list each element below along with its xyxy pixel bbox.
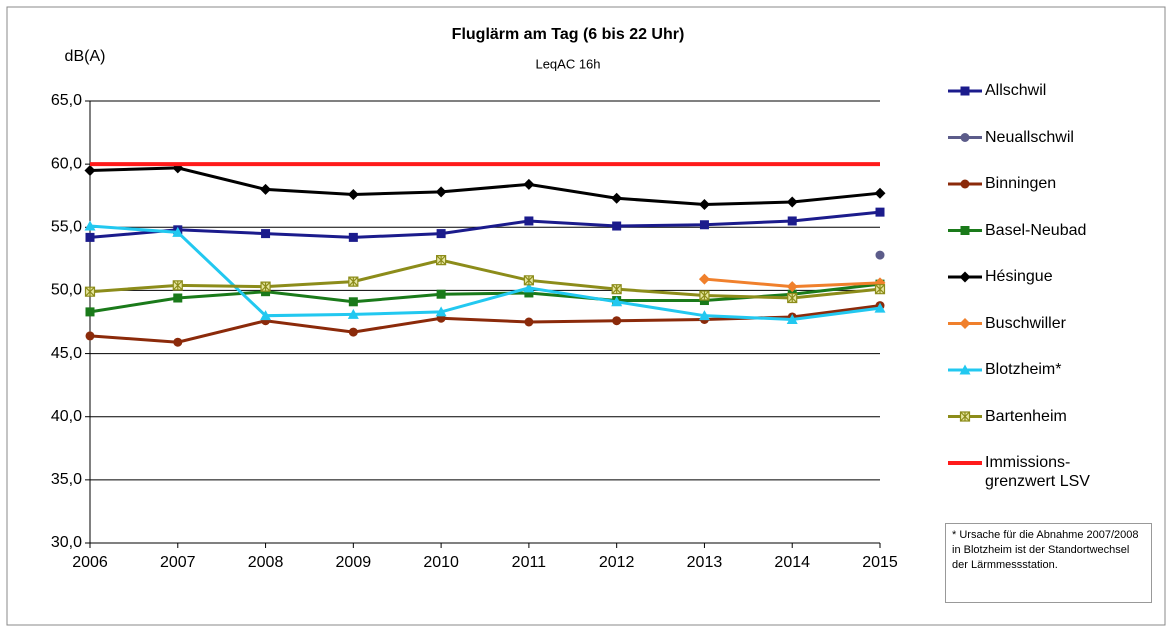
data-point: [874, 302, 886, 313]
data-point: [260, 310, 272, 321]
x-tick-label: 2010: [423, 554, 459, 571]
data-point: [84, 286, 96, 297]
data-point: [611, 284, 622, 295]
x-tick-label: 2013: [687, 554, 723, 571]
legend-label: Blotzheim*: [985, 361, 1062, 378]
data-point: [523, 275, 534, 286]
data-point: [173, 337, 183, 347]
y-tick-label: 60,0: [51, 155, 82, 172]
data-point: [348, 297, 358, 307]
data-point: [172, 280, 183, 291]
x-tick-label: 2012: [599, 554, 635, 571]
annotation: * Ursache für die Abnahme 2007/2008 in B…: [945, 523, 1152, 603]
x-tick-label: 2011: [512, 554, 547, 571]
legend-marker: [960, 86, 970, 96]
legend-label: Binningen: [985, 175, 1057, 192]
chart-subtitle: LeqAC 16h: [535, 56, 600, 71]
data-point: [260, 281, 271, 292]
data-point: [436, 289, 446, 299]
legend-marker: [960, 226, 970, 235]
series-line: [89, 166, 881, 207]
y-tick-label: 40,0: [51, 408, 82, 425]
legend-label: Hésingue: [985, 268, 1053, 285]
legend-marker: [960, 179, 970, 189]
series-line: [89, 304, 881, 344]
data-point: [348, 327, 358, 337]
data-point: [612, 316, 622, 326]
data-point: [84, 220, 96, 231]
data-point: [612, 221, 622, 231]
legend-marker: [959, 364, 971, 375]
data-point: [611, 192, 623, 204]
y-tick-label: 55,0: [51, 219, 82, 236]
x-tick-label: 2009: [336, 554, 372, 571]
data-point: [348, 276, 359, 287]
data-point: [698, 310, 710, 321]
y-tick-label: 30,0: [51, 534, 82, 551]
data-point: [524, 288, 534, 298]
legend-marker: [959, 318, 971, 329]
data-point: [699, 220, 709, 230]
data-point: [347, 188, 359, 200]
data-point: [435, 306, 447, 317]
data-point: [523, 178, 535, 190]
chart-title: Fluglärm am Tag (6 bis 22 Uhr): [452, 26, 685, 43]
legend-marker: [959, 411, 971, 422]
data-point: [347, 308, 359, 319]
legend-label: Bartenheim: [985, 407, 1067, 425]
data-point: [436, 255, 447, 266]
x-tick-label: 2007: [160, 554, 196, 571]
y-axis-label: dB(A): [65, 48, 106, 65]
chart-border: [6, 6, 1166, 626]
y-tick-label: 50,0: [51, 282, 82, 299]
x-tick-label: 2008: [248, 554, 284, 571]
legend-label: Basel-Neubad: [985, 221, 1087, 239]
y-tick-label: 35,0: [51, 471, 82, 488]
legend-label: Allschwil: [985, 82, 1047, 99]
data-point: [172, 226, 184, 237]
series-line: [89, 210, 881, 239]
legend-marker: [959, 271, 971, 283]
data-point: [348, 232, 358, 242]
data-point: [436, 229, 446, 239]
data-point: [523, 282, 535, 293]
x-tick-label: 2014: [774, 554, 810, 571]
data-point: [875, 250, 885, 260]
data-point: [786, 196, 798, 208]
data-point: [84, 164, 96, 176]
x-tick-label: 2006: [72, 554, 108, 571]
data-point: [786, 281, 798, 293]
y-tick-label: 45,0: [51, 345, 82, 362]
data-point: [173, 293, 183, 303]
data-point: [524, 216, 534, 226]
data-point: [85, 331, 95, 341]
data-point: [698, 273, 710, 285]
data-point: [787, 216, 797, 226]
legend-marker: [960, 133, 970, 142]
y-tick-label: 65,0: [51, 92, 82, 109]
data-point: [699, 290, 710, 301]
legend-label: Neuallschwil: [985, 128, 1074, 146]
data-point: [611, 296, 623, 307]
data-point: [874, 187, 886, 199]
data-point: [698, 199, 710, 211]
data-point: [786, 313, 798, 324]
data-point: [875, 207, 885, 217]
legend-label: Buschwiller: [985, 314, 1066, 332]
data-point: [874, 284, 886, 295]
legend-label: Immissions- grenzwert LSV: [985, 454, 1090, 490]
x-tick-label: 2015: [862, 554, 898, 571]
data-point: [787, 292, 798, 304]
data-point: [524, 317, 534, 327]
data-point: [85, 307, 95, 317]
data-point: [85, 232, 95, 242]
data-point: [435, 186, 447, 198]
series-line: [89, 258, 881, 300]
series-line: [89, 224, 881, 321]
data-point: [260, 183, 272, 195]
data-point: [261, 229, 271, 239]
